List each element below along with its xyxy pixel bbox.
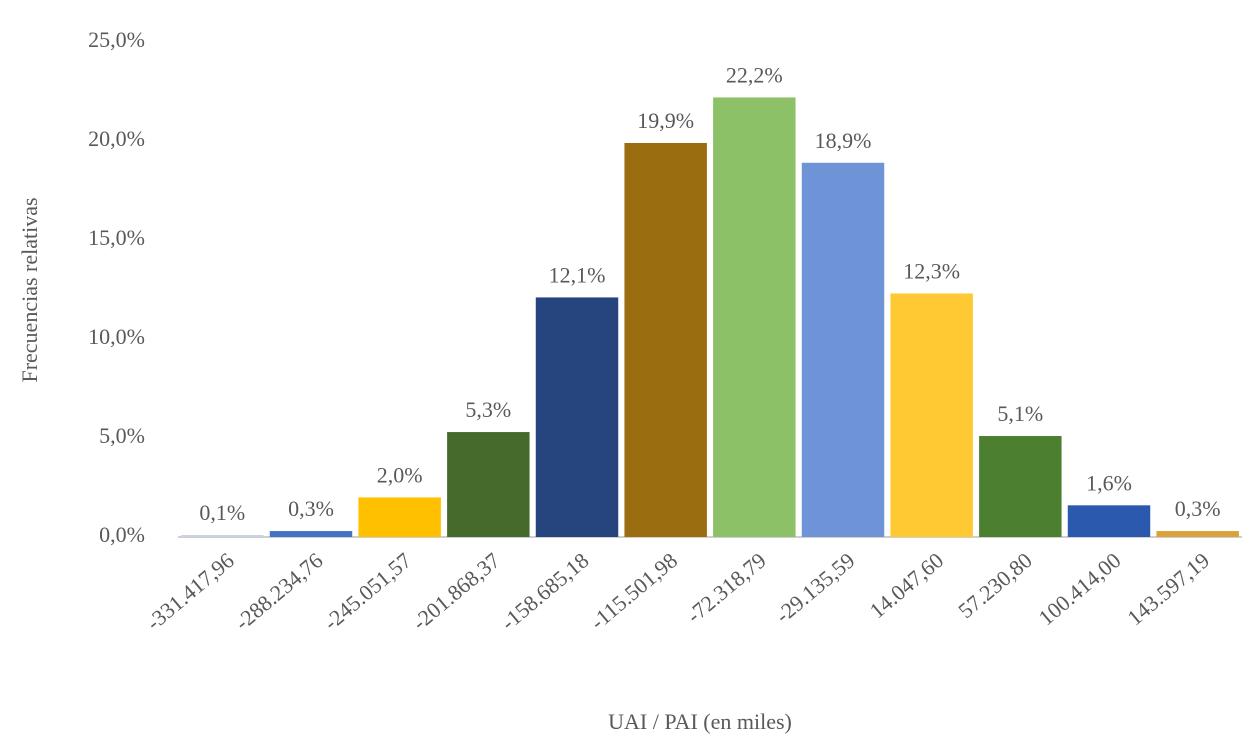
x-tick-label: 57.230,80 — [953, 548, 1036, 624]
data-label: 0,3% — [288, 496, 334, 521]
bar — [1156, 531, 1239, 537]
data-label: 5,3% — [465, 397, 511, 422]
y-tick-label: 10,0% — [88, 324, 145, 349]
x-axis-title: UAI / PAI (en miles) — [608, 709, 792, 734]
data-label: 22,2% — [726, 62, 783, 87]
bar — [535, 297, 619, 537]
bar — [1067, 505, 1151, 537]
bar — [447, 432, 530, 537]
x-tick-label: -72.318,79 — [682, 548, 771, 628]
data-label: 18,9% — [815, 128, 872, 153]
data-label: 0,1% — [199, 500, 245, 525]
x-tick-label: 14.047,60 — [865, 548, 948, 624]
bar — [358, 497, 441, 537]
x-tick-label: -288.234,76 — [230, 548, 328, 635]
x-tick-label: 100.414,00 — [1034, 548, 1126, 631]
y-tick-label: 0,0% — [99, 522, 145, 547]
data-label: 1,6% — [1086, 470, 1132, 495]
bar — [269, 531, 353, 537]
bar — [890, 293, 973, 537]
bar — [713, 97, 796, 537]
data-label: 0,3% — [1175, 496, 1221, 521]
data-label: 5,1% — [997, 401, 1043, 426]
x-tick-label: 143.597,19 — [1122, 548, 1214, 631]
y-tick-label: 15,0% — [88, 225, 145, 250]
y-tick-label: 5,0% — [99, 423, 145, 448]
y-tick-label: 25,0% — [88, 27, 145, 52]
bar — [801, 162, 885, 537]
y-axis-title: Frecuencias relativas — [17, 197, 42, 382]
data-label: 2,0% — [377, 462, 423, 487]
x-tick-label: -331.417,96 — [141, 548, 239, 635]
bar — [624, 142, 707, 538]
data-label: 12,3% — [903, 259, 960, 284]
x-tick-label: -245.051,57 — [319, 548, 417, 635]
x-tick-label: -29.135,59 — [770, 548, 859, 628]
bar — [181, 535, 264, 537]
data-label: 19,9% — [637, 108, 694, 133]
data-label: 12,1% — [549, 262, 606, 287]
bar — [979, 436, 1062, 537]
x-tick-label: -115.501,98 — [585, 548, 682, 635]
y-tick-label: 20,0% — [88, 126, 145, 151]
x-tick-label: -201.868,37 — [407, 548, 505, 635]
x-tick-label: -158.685,18 — [496, 548, 594, 635]
